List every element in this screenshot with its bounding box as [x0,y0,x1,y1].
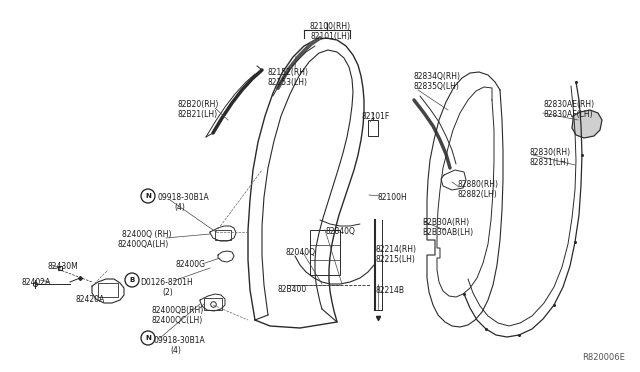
Text: R820006E: R820006E [582,353,625,362]
Text: 82101F: 82101F [362,112,390,121]
Text: B2B30AB(LH): B2B30AB(LH) [422,228,473,237]
Text: 82B400: 82B400 [278,285,307,294]
Text: 82B21(LH): 82B21(LH) [178,110,218,119]
Text: 82400G: 82400G [175,260,205,269]
Bar [98,283,118,297]
Text: N: N [145,193,151,199]
Bar [310,230,340,275]
Text: 82101(LH): 82101(LH) [310,32,350,41]
Text: 82B20(RH): 82B20(RH) [178,100,220,109]
Text: (4): (4) [174,203,185,212]
Text: 09918-30B1A: 09918-30B1A [154,336,205,345]
Text: N: N [145,335,151,341]
Text: 82400QB(RH): 82400QB(RH) [152,306,204,315]
Text: 82830AF(LH): 82830AF(LH) [543,110,593,119]
Text: 82402A: 82402A [22,278,51,287]
Text: 82830AE(RH): 82830AE(RH) [543,100,594,109]
Text: 82420A: 82420A [76,295,105,304]
Text: 09918-30B1A: 09918-30B1A [158,193,210,202]
Text: 82882(LH): 82882(LH) [458,190,498,199]
Bar [204,298,222,310]
Text: 82430M: 82430M [47,262,77,271]
Bar [215,230,231,240]
Text: B2B30A(RH): B2B30A(RH) [422,218,469,227]
Text: D0126-8201H: D0126-8201H [140,278,193,287]
Text: B: B [129,277,134,283]
Text: 82400Q (RH): 82400Q (RH) [122,230,172,239]
Bar [368,120,378,136]
Text: 82040Q: 82040Q [286,248,316,257]
Text: 82214(RH): 82214(RH) [375,245,416,254]
Text: 82215(LH): 82215(LH) [375,255,415,264]
Text: 82153(LH): 82153(LH) [268,78,308,87]
Text: 82834Q(RH): 82834Q(RH) [413,72,460,81]
Text: 82880(RH): 82880(RH) [458,180,499,189]
Text: 82100(RH): 82100(RH) [309,22,351,31]
Text: 82400QA(LH): 82400QA(LH) [118,240,169,249]
Text: 82840Q: 82840Q [325,227,355,236]
Text: 82152(RH): 82152(RH) [268,68,309,77]
Text: 82214B: 82214B [376,286,405,295]
Polygon shape [572,110,602,138]
Text: 82831(LH): 82831(LH) [530,158,570,167]
Text: 82830(RH): 82830(RH) [530,148,571,157]
Text: 82835Q(LH): 82835Q(LH) [413,82,459,91]
Text: 82400QC(LH): 82400QC(LH) [152,316,204,325]
Text: (4): (4) [170,346,181,355]
Text: (2): (2) [162,288,173,297]
Text: 82100H: 82100H [378,193,408,202]
